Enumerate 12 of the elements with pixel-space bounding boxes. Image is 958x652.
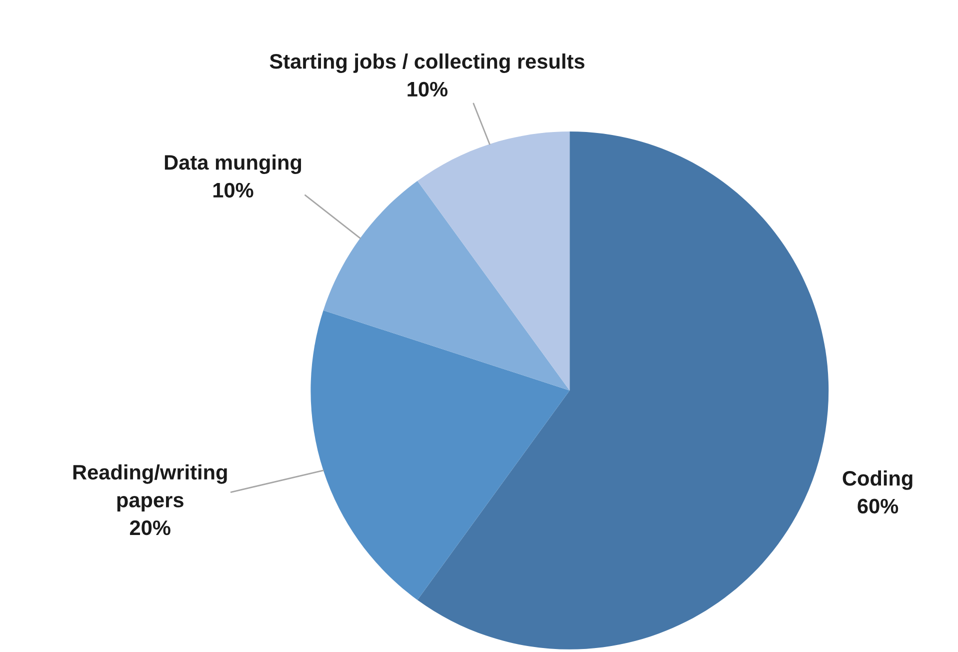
- data-label: 10%: [213, 182, 254, 198]
- slice-label: Coding: [842, 470, 912, 490]
- pie-slice: [310, 310, 570, 600]
- data-label: 60%: [858, 498, 898, 514]
- data-label: 20%: [130, 520, 170, 536]
- pie-slice: [417, 131, 570, 390]
- slice-label: Reading/writing papers: [73, 464, 227, 512]
- data-label: 10%: [408, 82, 448, 97]
- slice-label: Data munging: [164, 154, 302, 174]
- slice-label: Starting jobs / collecting results: [270, 53, 584, 73]
- pie-slice: [323, 180, 570, 390]
- pie-slice: [417, 131, 829, 650]
